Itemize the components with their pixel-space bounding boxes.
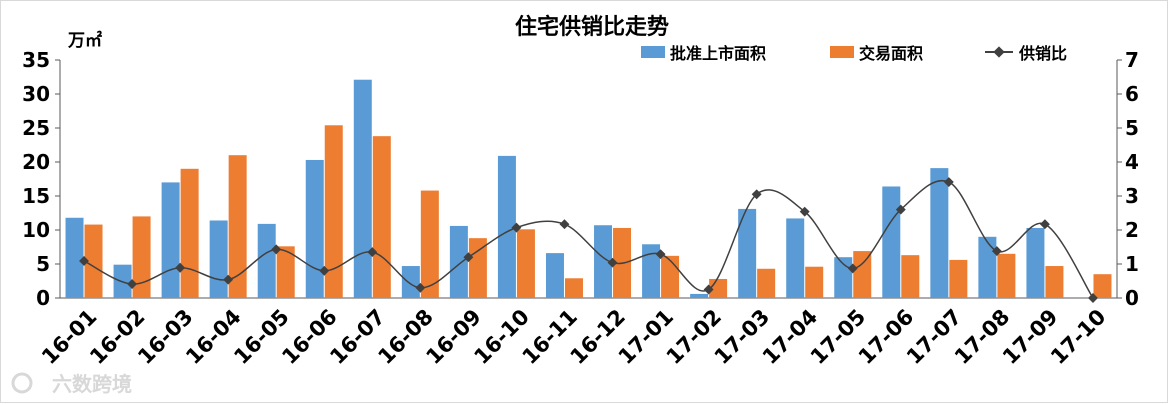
bar-transaction-area bbox=[901, 255, 920, 298]
bar-transaction-area bbox=[420, 190, 439, 298]
bar-approved-area bbox=[209, 220, 228, 298]
y-axis-unit-label: 万㎡ bbox=[67, 30, 102, 51]
y-left-tick-label: 0 bbox=[36, 286, 50, 310]
ratio-point-marker bbox=[415, 282, 426, 293]
bar-transaction-area bbox=[516, 229, 535, 298]
bar-transaction-area bbox=[372, 136, 391, 298]
bar-transaction-area bbox=[1045, 266, 1064, 298]
bar-approved-area bbox=[161, 182, 180, 298]
ratio-point-marker bbox=[847, 263, 858, 274]
bar-approved-area bbox=[545, 253, 564, 298]
y-left-tick-label: 20 bbox=[22, 150, 50, 174]
y-left-tick-label: 10 bbox=[22, 218, 50, 242]
legend-swatch-transaction-area bbox=[830, 46, 854, 58]
bar-transaction-area bbox=[564, 278, 583, 298]
bar-transaction-area bbox=[84, 224, 103, 298]
bar-approved-area bbox=[690, 293, 709, 298]
bars bbox=[65, 79, 1112, 298]
ratio-point-marker bbox=[511, 222, 522, 233]
bar-transaction-area bbox=[853, 251, 872, 298]
y-right-tick-label: 7 bbox=[1125, 48, 1139, 72]
ratio-point-marker bbox=[463, 252, 474, 263]
ratio-point-marker bbox=[319, 265, 330, 276]
bar-approved-area bbox=[401, 266, 420, 298]
ratio-point-marker bbox=[367, 247, 378, 258]
y-right-tick-label: 3 bbox=[1125, 184, 1139, 208]
ratio-point-marker bbox=[751, 189, 762, 200]
bar-approved-area bbox=[594, 225, 613, 298]
bar-approved-area bbox=[1026, 227, 1045, 298]
bar-transaction-area bbox=[805, 266, 824, 298]
x-tick-label: 17-10 bbox=[1046, 305, 1110, 369]
y-right-tick-label: 1 bbox=[1125, 252, 1139, 276]
bar-transaction-area bbox=[661, 255, 680, 298]
bar-approved-area bbox=[449, 225, 468, 298]
ratio-point-marker bbox=[271, 244, 282, 255]
ratio-point-marker bbox=[943, 177, 954, 188]
y-left-tick-label: 5 bbox=[36, 252, 50, 276]
bar-approved-area bbox=[786, 218, 805, 298]
bar-transaction-area bbox=[1093, 274, 1112, 298]
bar-approved-area bbox=[305, 159, 324, 298]
bar-transaction-area bbox=[324, 125, 343, 298]
ratio-point-marker bbox=[175, 262, 186, 273]
bar-approved-area bbox=[65, 217, 84, 298]
bar-transaction-area bbox=[949, 259, 968, 298]
ratio-point-marker bbox=[559, 219, 570, 230]
ratio-point-marker bbox=[1088, 293, 1098, 303]
ratio-point-marker bbox=[655, 249, 666, 260]
ratio-point-marker bbox=[127, 279, 138, 290]
ratio-point-marker bbox=[991, 246, 1002, 257]
y-left-tick-label: 35 bbox=[22, 48, 50, 72]
ratio-point-marker bbox=[703, 284, 714, 295]
bar-transaction-area bbox=[228, 155, 247, 298]
watermark: 六数跨境 bbox=[11, 372, 132, 396]
bar-approved-area bbox=[353, 79, 372, 298]
ratio-point-marker bbox=[223, 274, 234, 285]
axes: 0 5 10 15 20 25 30 35 0 1 2 3 4 5 6 7 bbox=[22, 48, 1139, 310]
bar-transaction-area bbox=[997, 253, 1016, 298]
ratio-point-marker bbox=[607, 257, 618, 268]
bar-approved-area bbox=[978, 236, 997, 298]
bar-transaction-area bbox=[132, 216, 151, 298]
bar-approved-area bbox=[642, 244, 661, 298]
watermark-text: 六数跨境 bbox=[52, 372, 132, 396]
y-right-tick-label: 2 bbox=[1125, 218, 1139, 242]
y-left-tick-label: 15 bbox=[22, 184, 50, 208]
y-right-tick-label: 0 bbox=[1125, 286, 1139, 310]
x-tick-labels: 16-0116-0216-0316-0416-0516-0616-0716-08… bbox=[37, 305, 1110, 369]
y-left-tick-label: 25 bbox=[22, 116, 50, 140]
bar-transaction-area bbox=[180, 168, 199, 298]
ratio-point-marker bbox=[1039, 219, 1050, 230]
bar-approved-area bbox=[497, 155, 516, 298]
chart-title: 住宅供销比走势 bbox=[515, 14, 669, 40]
bar-transaction-area bbox=[757, 268, 776, 298]
legend-label-approved-area: 批准上市面积 bbox=[670, 44, 766, 63]
bar-approved-area bbox=[930, 168, 949, 298]
bar-approved-area bbox=[738, 208, 757, 298]
y-right-tick-label: 6 bbox=[1125, 82, 1139, 106]
legend-label-transaction-area: 交易面积 bbox=[859, 44, 923, 63]
ratio-line-series bbox=[79, 177, 1098, 303]
legend: 批准上市面积 交易面积 供销比 bbox=[641, 44, 1067, 63]
bar-transaction-area bbox=[276, 246, 295, 298]
legend-marker-ratio bbox=[993, 46, 1005, 58]
legend-swatch-approved-area bbox=[641, 46, 665, 58]
ratio-point-marker bbox=[799, 206, 810, 217]
y-right-tick-label: 4 bbox=[1125, 150, 1139, 174]
bar-approved-area bbox=[882, 186, 901, 298]
watermark-logo-icon bbox=[11, 372, 33, 394]
y-left-tick-label: 30 bbox=[22, 82, 50, 106]
bar-approved-area bbox=[257, 223, 276, 298]
ratio-point-marker bbox=[895, 204, 906, 215]
y-right-tick-label: 5 bbox=[1125, 116, 1139, 140]
legend-label-ratio: 供销比 bbox=[1018, 44, 1067, 63]
